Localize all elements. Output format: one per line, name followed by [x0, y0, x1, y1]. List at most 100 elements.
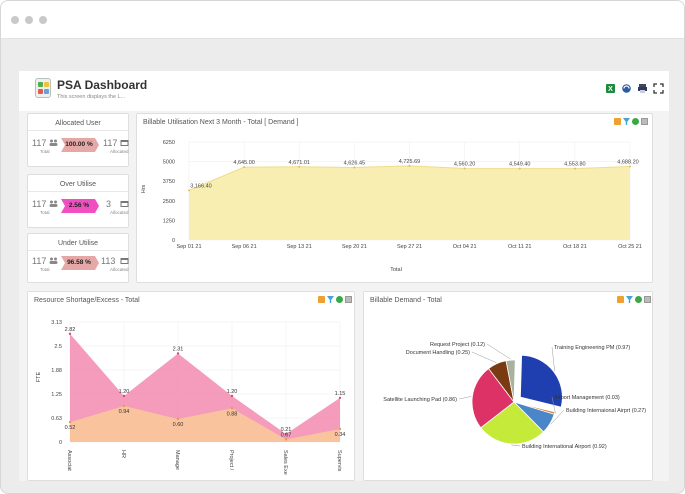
pie-slice [519, 354, 563, 408]
dashboard-logo-icon [35, 78, 51, 98]
leader-line [458, 396, 472, 400]
data-label: 4,645.00 [233, 160, 254, 166]
slice-label: Building International Airport (0.92) [522, 444, 607, 450]
y-tick-label: 1250 [163, 218, 175, 224]
leader-line [511, 444, 521, 447]
resource-shortage-chart: 2.82 1.20 2.31 1.20 0.21 1.15 0.52 0.94 0.60 0.88… [36, 320, 346, 475]
data-label: 4,626.45 [344, 160, 365, 166]
slice-label: Building Internaional Airprt (0.27) [566, 408, 646, 414]
x-tick-label: Oct 11 21 [508, 244, 531, 250]
sort-icon[interactable] [318, 296, 325, 303]
slice-label: Training Engineering PM (0.97) [554, 345, 630, 351]
refresh-icon[interactable] [621, 83, 632, 94]
billable-utilisation-chart: 3,166.40 4,645.00 4,671.01 4,626.45 4,725.69… [141, 140, 642, 273]
data-label: 1.20 [119, 389, 130, 395]
data-label: 0.60 [173, 422, 184, 428]
x-tick-label: Sep 01 21 [176, 244, 201, 250]
maximize-icon[interactable] [641, 118, 648, 125]
kpi-allocated-value: 117 [103, 138, 118, 148]
fullscreen-icon[interactable] [653, 83, 664, 94]
calendar-icon [120, 140, 129, 146]
y-tick-label: 3750 [163, 179, 175, 185]
kpi-allocated-value: 3 [106, 199, 112, 209]
x-tick-label: Project / [228, 450, 234, 471]
x-axis-label: Total [390, 267, 402, 273]
data-label: 1.20 [227, 389, 238, 395]
kpi-total-label: Total [40, 149, 50, 154]
data-point [338, 427, 342, 431]
y-tick-label: 0 [59, 440, 62, 446]
print-icon[interactable] [637, 83, 648, 94]
data-point [518, 167, 521, 170]
data-point [230, 407, 234, 410]
panel-title: Billable Utilisation Next 3 Month - Tota… [143, 119, 299, 126]
slice-label: Satellite Launching Pad (0.86) [383, 397, 457, 403]
y-tick-label: 6250 [163, 140, 175, 146]
kpi-title: Over Utilise [59, 181, 97, 188]
x-tick-label: Sales Exe [282, 450, 288, 475]
data-point [176, 417, 180, 421]
data-label: 2.31 [173, 346, 184, 352]
x-tick-label: Supervis [336, 450, 342, 472]
leader-line [551, 346, 555, 372]
kpi-card-over-utilise: Over Utilise 117 Total 2.56 % 3 Allocate… [27, 174, 129, 228]
panel-toolbar [615, 296, 651, 304]
x-tick-label: Oct 25 21 [618, 244, 642, 250]
page-title: PSA Dashboard [57, 78, 148, 92]
window-dot-icon[interactable] [25, 16, 33, 24]
data-label: 0.94 [119, 409, 130, 415]
dashboard-app: PSA Dashboard This screen displays the L… [19, 71, 669, 481]
y-axis-label: FTE [36, 371, 42, 382]
y-tick-label: 5000 [163, 160, 175, 166]
data-label: 4,560.20 [454, 161, 475, 167]
filter-icon[interactable] [623, 118, 630, 125]
kpi-percent-badge [61, 199, 99, 213]
kpi-allocated-label: Allocated [110, 210, 129, 215]
data-point [243, 166, 246, 169]
data-label: 4,671.01 [289, 160, 310, 166]
window-dot-icon[interactable] [11, 16, 19, 24]
maximize-icon[interactable] [644, 296, 651, 303]
y-tick-label: 1.25 [51, 392, 62, 398]
dashboard-header: PSA Dashboard This screen displays the L… [19, 71, 669, 111]
divider [28, 250, 128, 251]
data-label: 4,688.20 [617, 159, 638, 165]
data-point [573, 167, 576, 170]
kpi-percent-badge [61, 138, 99, 152]
svg-text:X: X [608, 86, 613, 93]
chart-type-icon[interactable] [632, 118, 639, 125]
calendar-icon [120, 258, 129, 264]
divider [28, 191, 128, 192]
data-point [122, 394, 126, 398]
data-label: 4,549.40 [509, 162, 530, 168]
billable-utilisation-panel: Billable Utilisation Next 3 Month - Tota… [136, 113, 653, 283]
slice-label: Request Project (0.12) [430, 342, 485, 348]
data-point [338, 396, 342, 400]
filter-icon[interactable] [626, 296, 633, 303]
leader-line [471, 351, 497, 363]
chart-type-icon[interactable] [336, 296, 343, 303]
x-tick-label: Sep 20 21 [342, 244, 367, 250]
sort-icon[interactable] [617, 296, 624, 303]
data-point [353, 166, 356, 169]
slice-label: Airport Management (0.03) [554, 395, 620, 401]
page-subtitle: This screen displays the L... [57, 94, 126, 100]
kpi-allocated-value: 113 [101, 256, 116, 266]
panel-title: Resource Shortage/Excess - Total [34, 297, 140, 304]
data-label: 4,553.80 [564, 162, 585, 168]
chart-type-icon[interactable] [635, 296, 642, 303]
filter-icon[interactable] [327, 296, 334, 303]
sort-icon[interactable] [614, 118, 621, 125]
window-titlebar [1, 1, 684, 39]
kpi-total-label: Total [40, 210, 50, 215]
maximize-icon[interactable] [345, 296, 352, 303]
leader-line [486, 343, 511, 360]
data-label: 0.34 [335, 432, 346, 438]
x-tick-label: Sep 27 21 [397, 244, 422, 250]
kpi-percent-badge [61, 256, 99, 270]
kpi-total-label: Total [40, 267, 50, 272]
excel-export-icon[interactable]: X [605, 83, 616, 94]
kpi-percent: 2.56 % [68, 202, 90, 209]
window-dot-icon[interactable] [39, 16, 47, 24]
